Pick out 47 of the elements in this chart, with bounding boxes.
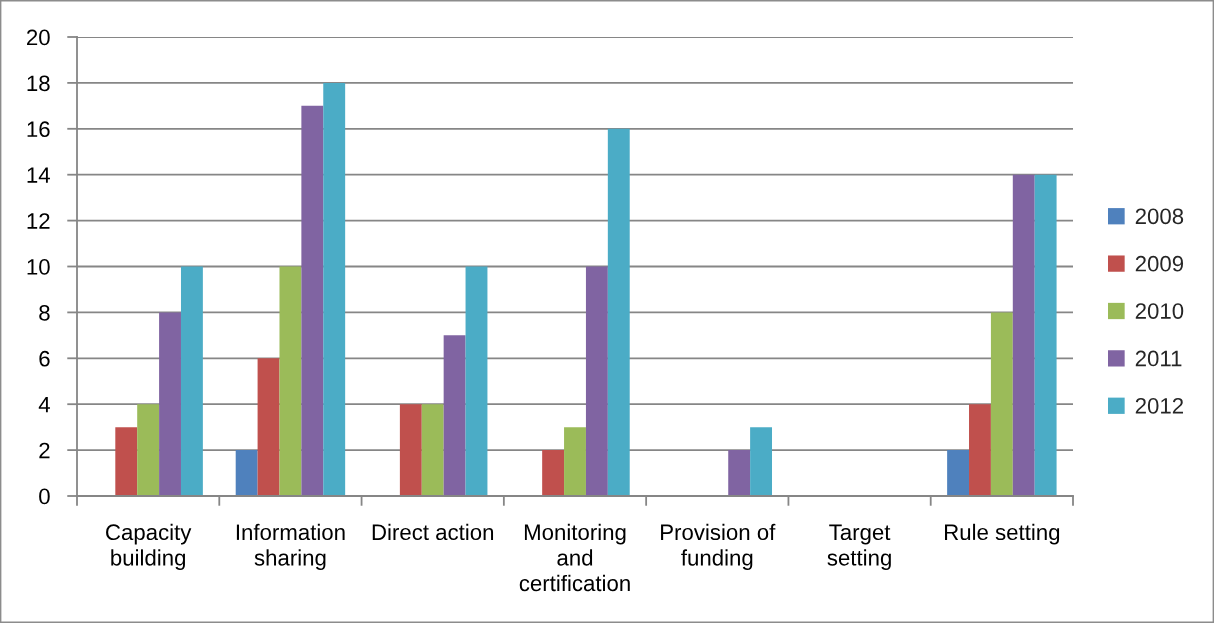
x-tick-label: Target setting [827, 524, 891, 571]
bar [399, 404, 422, 496]
y-tick-label: 6 [39, 350, 50, 367]
y-tick-label: 14 [27, 167, 50, 183]
bar [159, 312, 181, 496]
bar [750, 427, 773, 496]
x-tick-label: Provision of funding [661, 523, 776, 571]
bar [323, 82, 346, 496]
bar [235, 450, 258, 496]
bar [421, 404, 444, 496]
bar [1012, 174, 1035, 496]
x-tick-label: Rule setting [945, 523, 1060, 545]
bar [947, 450, 970, 496]
bar [728, 450, 751, 496]
y-tick-label: 16 [27, 121, 50, 138]
y-tick-label: 8 [39, 304, 50, 321]
bar [564, 427, 586, 496]
bar [115, 427, 138, 496]
x-tick-label: Monitoring and certification [519, 523, 630, 592]
y-tick-label: 0 [39, 488, 50, 505]
y-tick-label: 18 [27, 75, 50, 92]
y-tick-label: 20 [27, 29, 50, 46]
x-tick-label: Information sharing [236, 523, 345, 571]
x-tick-label: Direct action [372, 523, 494, 541]
y-tick-label: 2 [39, 442, 50, 459]
bar [180, 266, 203, 496]
bar [990, 312, 1013, 496]
bar [542, 450, 565, 496]
bar [465, 266, 488, 496]
bar [969, 404, 991, 496]
bar [443, 335, 466, 496]
y-tick-label: 12 [27, 213, 50, 229]
legend-label: 2008 [1135, 208, 1184, 225]
bar [257, 358, 280, 496]
legend-label: 2012 [1135, 397, 1183, 414]
legend-label: 2011 [1135, 350, 1182, 367]
bar [301, 105, 324, 496]
bar [279, 266, 302, 496]
legend-label: 2010 [1135, 303, 1184, 319]
bar [607, 128, 630, 496]
y-tick-label: 4 [38, 396, 50, 413]
bar [137, 404, 160, 496]
y-tick-label: 10 [27, 259, 50, 275]
legend-label: 2009 [1135, 255, 1184, 272]
bar [1034, 174, 1057, 496]
bar [585, 266, 608, 496]
x-tick-label: Capacity building [106, 523, 192, 571]
